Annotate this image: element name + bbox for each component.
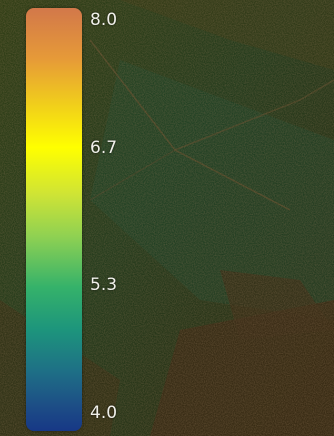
color-scale-bar <box>26 8 82 431</box>
scale-tick-label: 8.0 <box>90 10 118 30</box>
scale-tick-label: 6.7 <box>90 137 118 158</box>
scale-tick-label: 5.3 <box>90 275 118 296</box>
scale-tick-label: 4.0 <box>90 403 118 423</box>
